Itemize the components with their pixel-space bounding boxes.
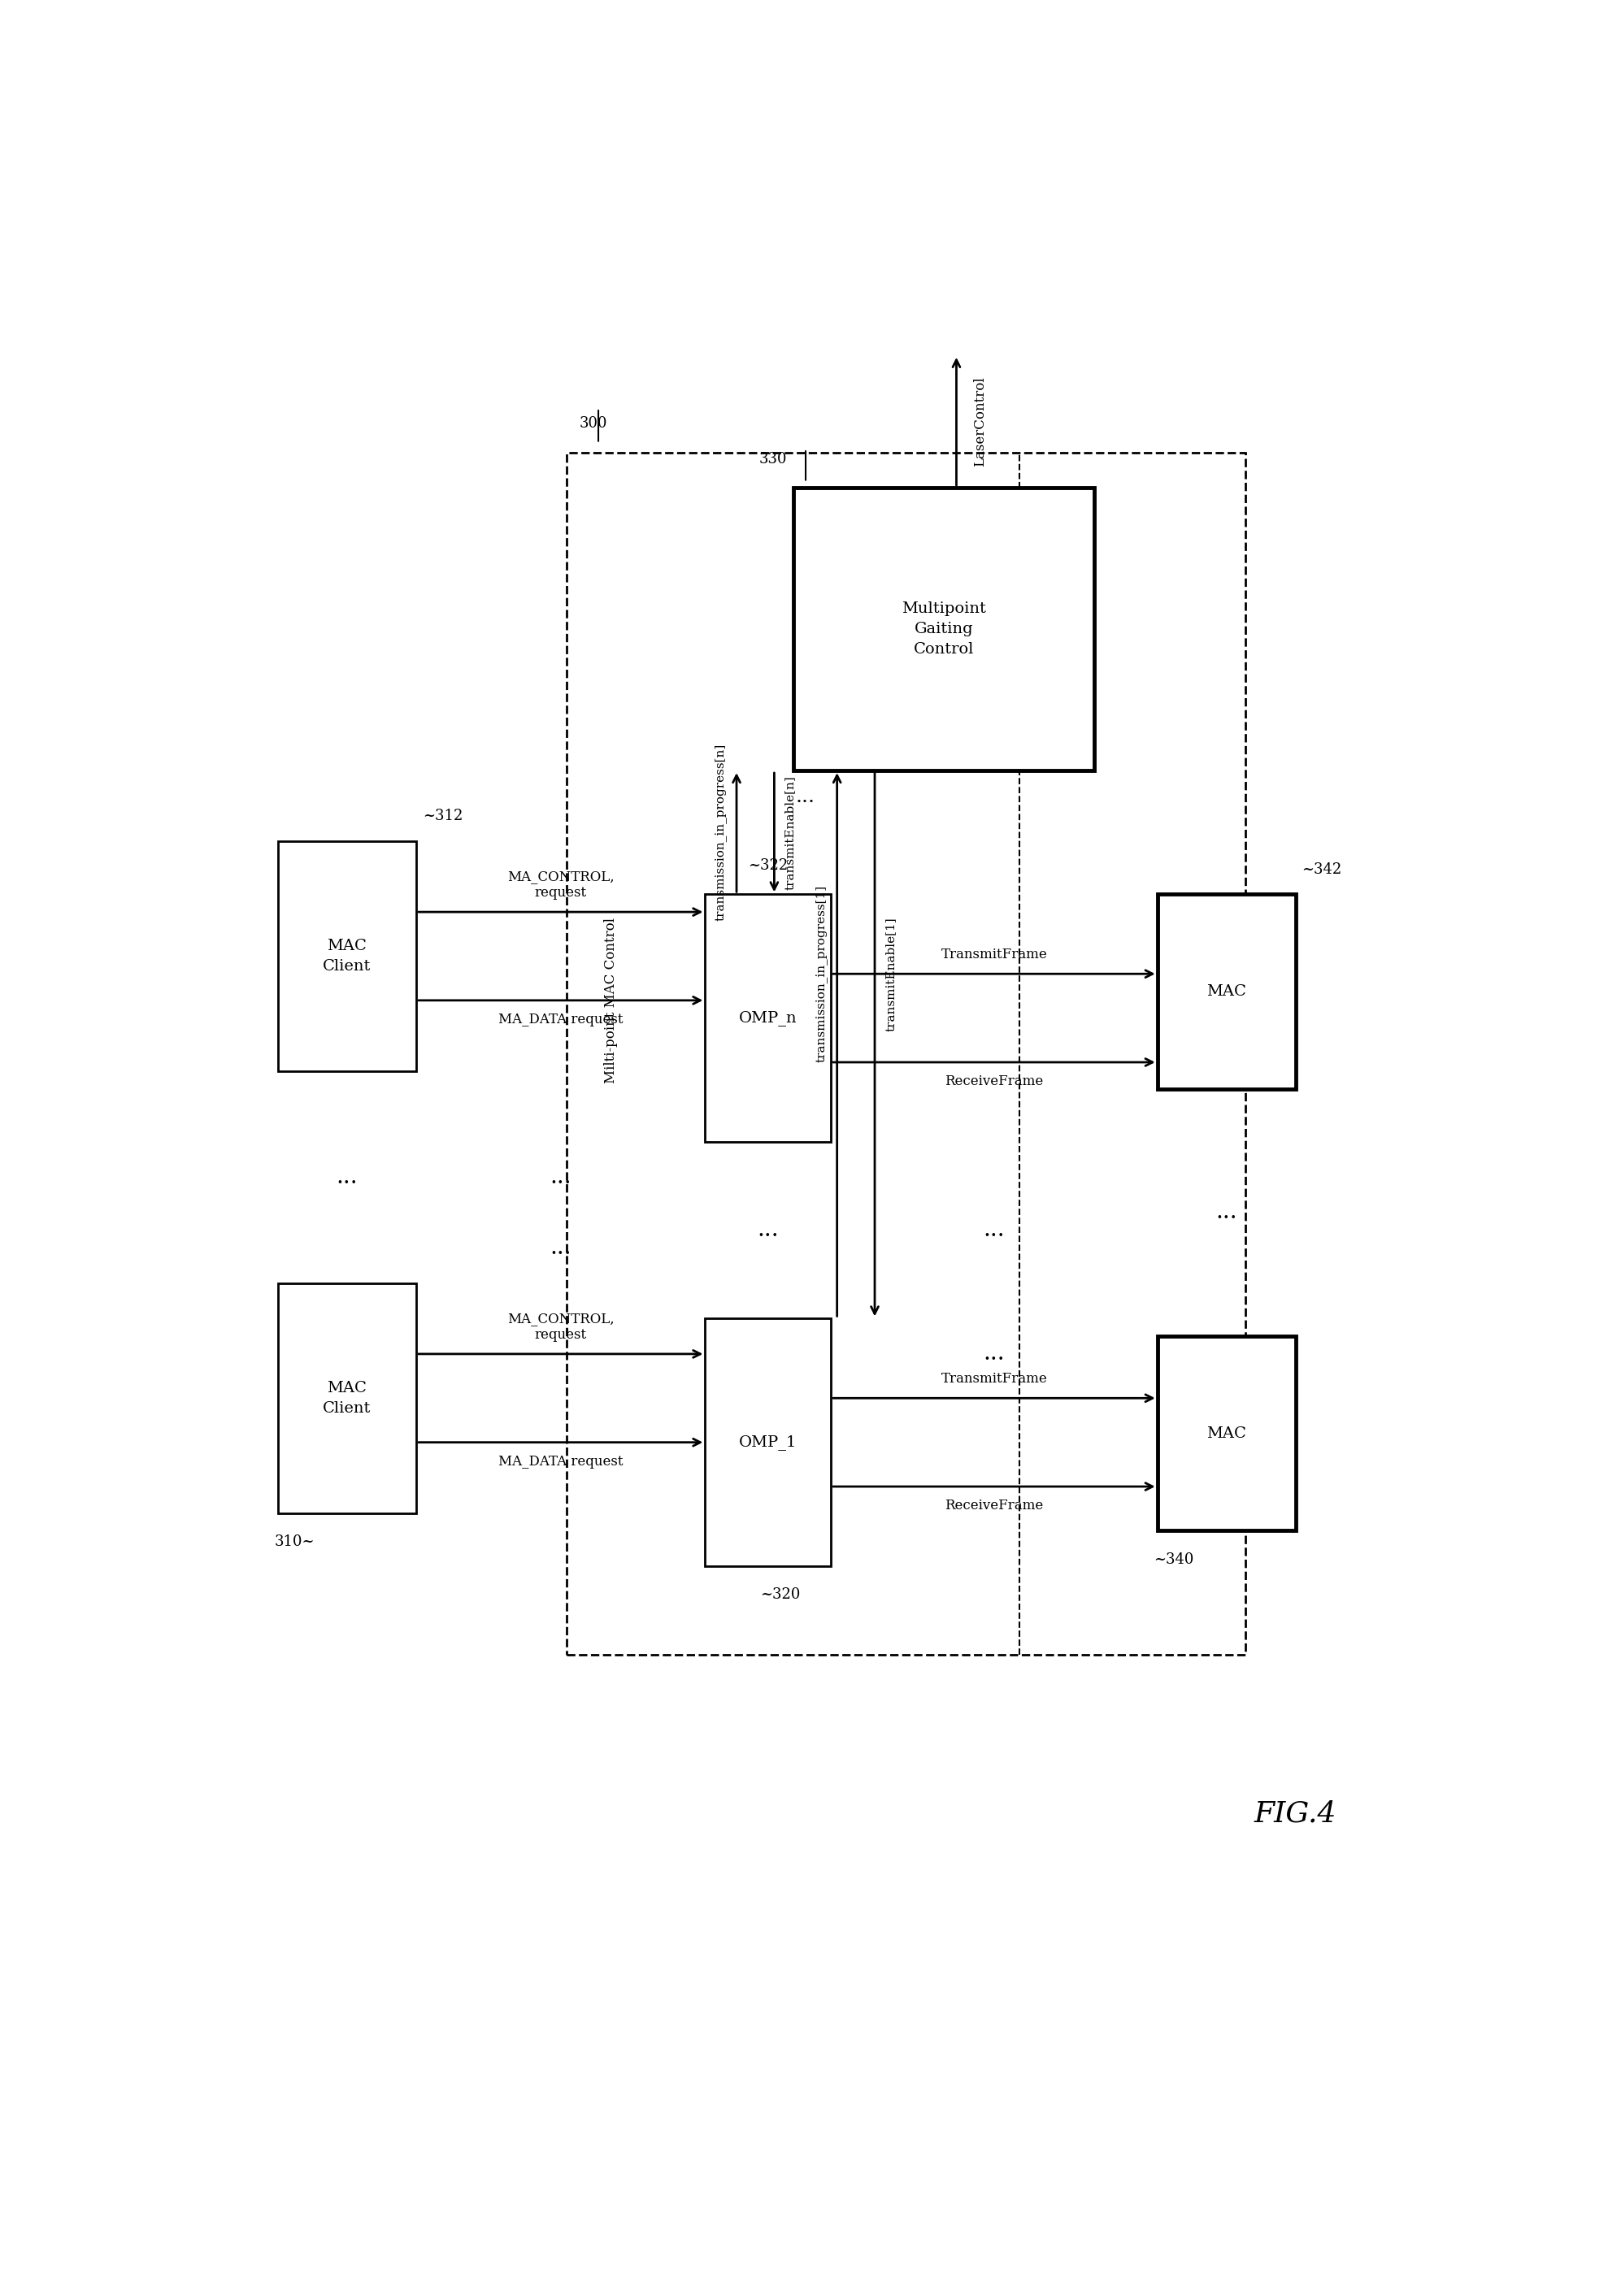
- Bar: [1157, 895, 1295, 1088]
- Text: TransmitFrame: TransmitFrame: [940, 948, 1047, 962]
- Text: 310~: 310~: [274, 1534, 314, 1550]
- Text: ...: ...: [984, 1219, 1005, 1242]
- Text: FIG.4: FIG.4: [1255, 1800, 1337, 1828]
- Text: ...: ...: [550, 1166, 572, 1187]
- Text: TransmitFrame: TransmitFrame: [940, 1373, 1047, 1387]
- Text: 300: 300: [579, 416, 608, 432]
- Text: ...: ...: [757, 1219, 778, 1242]
- Text: ...: ...: [796, 788, 815, 806]
- Text: ...: ...: [984, 1343, 1005, 1364]
- Text: ~322: ~322: [747, 859, 788, 872]
- Text: MAC
Client: MAC Client: [323, 1380, 371, 1417]
- Text: ~320: ~320: [760, 1587, 801, 1603]
- Bar: [705, 1318, 830, 1566]
- Text: ...: ...: [336, 1166, 358, 1187]
- Bar: [1157, 1336, 1295, 1531]
- Text: ~312: ~312: [423, 808, 462, 824]
- Text: ReceiveFrame: ReceiveFrame: [945, 1499, 1044, 1513]
- Text: ReceiveFrame: ReceiveFrame: [945, 1075, 1044, 1088]
- Text: MAC: MAC: [1206, 985, 1247, 999]
- Text: OMP_1: OMP_1: [739, 1435, 798, 1451]
- Bar: [277, 1283, 417, 1513]
- Text: ...: ...: [550, 1238, 572, 1258]
- Text: 330: 330: [759, 452, 786, 466]
- Text: MAC
Client: MAC Client: [323, 939, 371, 974]
- Text: LaserControl: LaserControl: [973, 377, 987, 466]
- Text: MA_DATA request: MA_DATA request: [498, 1013, 622, 1026]
- Text: ...: ...: [1216, 1201, 1237, 1224]
- Text: ~342: ~342: [1302, 861, 1342, 877]
- Bar: [567, 452, 1245, 1655]
- Bar: [277, 840, 417, 1070]
- Bar: [705, 893, 830, 1141]
- Text: ~340: ~340: [1154, 1552, 1193, 1566]
- Text: Milti-point MAC Control: Milti-point MAC Control: [605, 918, 618, 1084]
- Text: transmission_in_progress[1]: transmission_in_progress[1]: [815, 886, 827, 1063]
- Text: Multipoint
Gaiting
Control: Multipoint Gaiting Control: [901, 602, 986, 657]
- Text: transmitEnable[n]: transmitEnable[n]: [785, 776, 796, 889]
- Text: MA_CONTROL,
request: MA_CONTROL, request: [507, 870, 614, 900]
- Bar: [793, 487, 1094, 771]
- Text: OMP_n: OMP_n: [739, 1010, 798, 1026]
- Text: MAC: MAC: [1206, 1426, 1247, 1442]
- Text: transmission_in_progress[n]: transmission_in_progress[n]: [715, 744, 726, 921]
- Text: MA_CONTROL,
request: MA_CONTROL, request: [507, 1311, 614, 1341]
- Text: transmitEnable[1]: transmitEnable[1]: [885, 916, 896, 1031]
- Text: MA_DATA request: MA_DATA request: [498, 1456, 622, 1469]
